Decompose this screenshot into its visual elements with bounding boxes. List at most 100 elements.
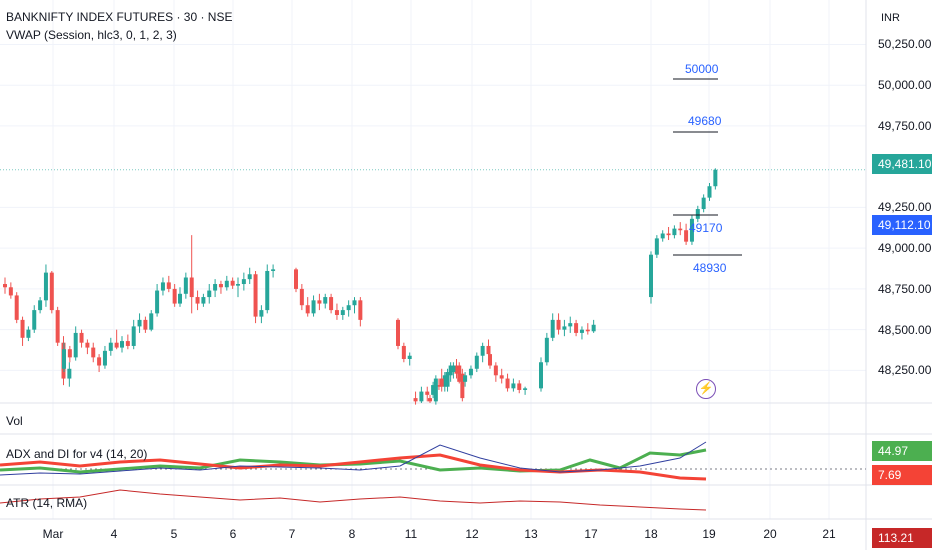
candle-body [544,337,549,363]
x-tick-label: 4 [110,527,118,541]
candle-body [114,342,119,348]
candle-body [684,230,689,242]
price-overlays [0,78,866,256]
vwap-indicator-label[interactable]: VWAP (Session, hlc3, 0, 1, 2, 3) [6,28,177,42]
candle-body [523,388,528,390]
candle-body [195,297,200,304]
volume-pane-label[interactable]: Vol [6,414,23,428]
candle-body [305,305,310,314]
y-tick-label: 48,250.00 [878,363,932,378]
candle-body [149,313,154,330]
level-label-50000: 50000 [685,62,719,76]
x-tick-label: 6 [229,527,237,541]
candle-body [678,228,683,231]
x-tick-label: 18 [644,527,658,541]
candle-body [38,300,43,311]
vwap-badge: 49,112.10 [872,215,932,235]
candle-body [413,398,418,402]
candle-body [253,274,258,317]
candle-body [425,391,430,395]
y-tick-label: 48,500.00 [878,322,932,337]
candle-body [26,329,31,338]
y-tick-label: 48,750.00 [878,281,932,296]
atr-line [0,489,707,511]
candle-body [396,319,400,346]
candle-body [451,365,456,373]
candle-body [3,284,7,288]
candle-body [340,310,345,315]
adx-series [0,441,866,481]
y-tick-label: 50,000.00 [878,78,932,93]
adx-line [0,448,707,474]
atr-pane-label[interactable]: ATR (14, RMA) [6,496,88,510]
candle-body [505,378,510,389]
candle-body [707,186,712,198]
candle-body [460,373,465,399]
candle-body [55,310,60,343]
candle-body [329,297,334,311]
candle-body [666,233,671,236]
candle-body [189,277,194,298]
candle-body [201,297,206,304]
candle-body [457,365,462,382]
candle-body [230,280,235,286]
candle-body [224,280,229,288]
candle-body [511,383,516,389]
candle-body [155,290,160,314]
candlestick-series [3,168,718,405]
level-label-49170: 49170 [689,221,723,235]
candle-body [689,218,694,242]
candle-body [213,284,218,291]
y-tick-label: 49,000.00 [878,241,932,256]
candle-body [556,319,561,330]
candle-body [334,310,339,315]
candle-body [436,385,441,387]
candle-body [20,319,25,338]
candle-body [73,332,78,358]
candle-body [713,169,718,187]
candle-body [247,274,252,280]
candle-body [102,350,107,366]
candle-body [323,297,328,304]
last-price-badge: 49,481.10 [872,154,932,174]
candle-body [62,349,66,369]
candle-body [463,375,468,382]
candle-body [445,372,450,387]
candle-body [43,272,48,301]
candle-body [591,324,596,332]
candle-body [67,349,72,358]
currency-label: INR [881,12,900,24]
candle-body [488,354,492,366]
level-label-48930: 48930 [693,261,727,275]
candle-body [454,365,459,374]
candle-body [480,345,485,356]
candle-body [317,300,322,304]
candle-body [468,368,473,376]
x-tick-label: 8 [348,527,356,541]
y-tick-label: 49,750.00 [878,118,932,133]
lightning-icon[interactable]: ⚡ [696,379,716,399]
adx-pane-label[interactable]: ADX and DI for v4 (14, 20) [6,447,148,461]
candle-body [585,329,590,332]
candle-body [271,269,276,271]
atr-series [0,489,707,511]
candle-body [120,341,124,348]
adx-badge: 44.97 [872,441,932,461]
candle-body [433,378,438,402]
candle-body [442,375,447,387]
candle-body [539,362,543,389]
grid-lines [0,0,866,519]
candle-body [299,288,304,306]
candle-body [419,391,424,402]
candle-body [562,326,567,330]
candle-body [183,277,188,294]
candle-body [49,272,54,311]
candle-body [241,279,246,285]
candle-body [431,385,436,395]
candle-body [79,332,84,343]
x-tick-label: 21 [822,527,836,541]
candle-body [574,323,579,333]
candle-body [311,300,316,314]
